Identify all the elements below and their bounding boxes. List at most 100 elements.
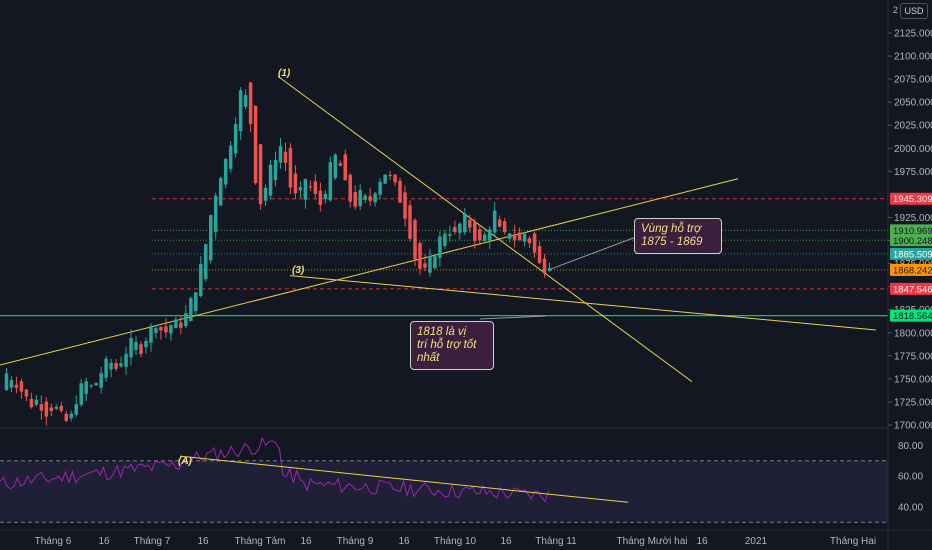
candle-body [478,229,482,241]
axis-corner-label: 2 [893,5,899,15]
candle-body [522,233,527,242]
candle-body [368,196,372,201]
candle-body [124,353,128,367]
candle-body [318,190,323,205]
callout-pointer [479,315,547,320]
candle-body [278,146,283,163]
candle-body [393,174,397,183]
time-tick-label: Tháng 6 [35,536,72,547]
price-tick-label: 1750.000 [894,374,932,385]
candle-body [527,238,532,244]
candle-body [223,158,228,185]
time-tick-label: 2021 [745,536,768,547]
candle-body [29,398,34,408]
time-tick-label: Tháng 7 [134,536,171,547]
candle-body [448,234,452,236]
candle-body [149,325,153,343]
candle-body [453,227,457,232]
level-price-tag-label: 1885.509 [893,249,932,260]
rsi-tick-label: 40.00 [898,502,923,513]
level-price-tag [890,282,932,295]
time-tick-label: 16 [197,536,209,547]
time-tick-label: 16 [300,536,312,547]
candle-body [458,223,462,233]
candle-body [348,174,352,202]
price-tick-label: 1975.000 [894,167,932,178]
rsi-trendline [179,455,629,503]
candle-body [209,215,213,261]
level-price-tag-label: 1818.564 [893,311,932,322]
candle-body [44,401,49,417]
level-price-tag [890,309,932,322]
candle-body [94,383,98,386]
candle-body [293,173,298,194]
candle-body [483,234,487,241]
candle-body [473,222,477,241]
trendline [547,237,635,271]
candle-body [253,105,258,184]
price-tick-label: 1775.000 [894,351,932,362]
candle-body [438,236,442,258]
candle-body [433,256,437,269]
candle-body [24,389,29,397]
candle-body [9,380,14,388]
rsi-panel: 40.00 60.00 80.00 [0,436,923,523]
level-price-tag-label: 1900.248 [893,236,932,247]
candle-body [4,373,9,390]
candle-body [398,180,402,203]
time-tick-label: Tháng Mười hai [616,536,687,547]
candle-body [213,195,218,232]
candle-body [129,337,133,358]
candlestick-series [4,81,552,426]
price-tick-label: 2075.000 [894,75,932,86]
candle-body [119,363,123,367]
candle-body [134,342,138,350]
candle-body [413,219,417,260]
level-price-tag [890,224,932,237]
candle-body [303,179,308,200]
candle-body [537,246,542,264]
level-price-tag-label: 1945.309 [893,194,932,205]
price-tick-label: 2100.000 [894,52,932,63]
price-tick-label: 2050.000 [894,98,932,109]
support-zone-callout[interactable]: Vùng hỗ trợ 1875 - 1869 [634,218,722,254]
rsi-tick-label: 60.00 [898,472,923,483]
candle-body [258,144,263,205]
candle-body [84,381,88,394]
time-tick-label: 16 [696,536,708,547]
candle-body [328,162,333,201]
candle-body [99,373,103,388]
candle-body [184,313,188,327]
level-price-tag-label: 1847.546 [893,284,932,295]
time-axis[interactable]: Tháng 6 16 Tháng 7 16 Tháng Tám 16 Tháng 9 16 Th… [35,536,876,547]
candle-body [164,326,168,333]
support-resistance-levels [0,198,888,317]
candle-body [487,229,492,241]
currency-button[interactable]: USD [900,3,928,19]
price-tick-label: 1725.000 [894,397,932,408]
price-tick-label: 2125.000 [894,29,932,40]
candle-body [238,90,243,132]
candle-body [114,363,118,369]
key-support-callout[interactable]: 1818 là vị trí hỗ trợ tốt nhất [410,321,494,370]
trendlines[interactable] [0,75,877,383]
wave-label-3: (3) [292,265,305,276]
candle-body [189,298,193,322]
candle-body [298,187,303,191]
time-tick-label: 16 [500,536,512,547]
candle-body [343,154,347,181]
wave-label-a: (A) [178,456,192,467]
candle-body [512,234,517,240]
candle-body [194,292,198,312]
candle-body [358,189,362,207]
trendline [0,178,739,366]
time-tick-label: 16 [398,536,410,547]
candle-body [174,319,178,328]
level-price-tag-label: 1910.969 [893,226,932,237]
candle-body [218,178,223,206]
candle-body [463,213,467,233]
candle-body [34,399,39,405]
